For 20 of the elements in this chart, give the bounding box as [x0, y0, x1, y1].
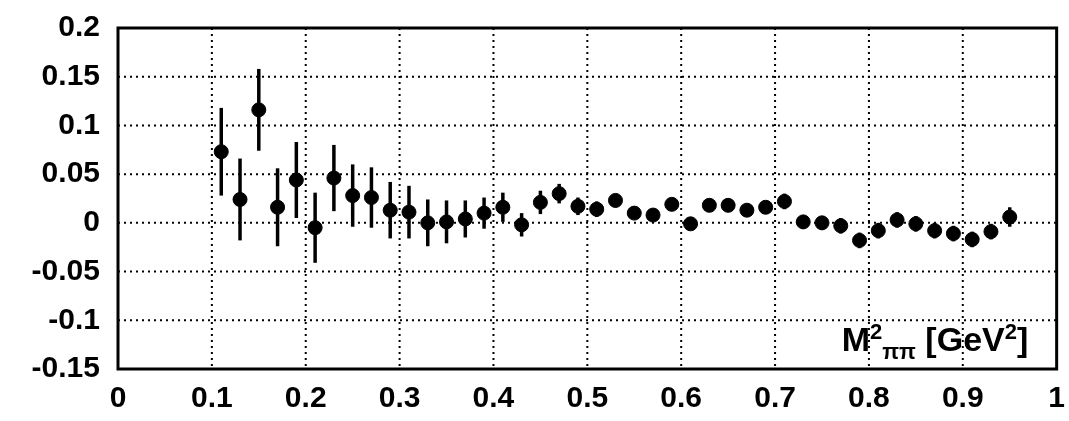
x-tick-label: 0.1 — [191, 380, 233, 414]
y-tick-label: 0 — [83, 204, 100, 238]
x-tick-label: 0.5 — [566, 380, 609, 414]
y-tick-label: 0.2 — [58, 9, 100, 43]
y-tick-label: 0.1 — [58, 106, 100, 140]
x-tick-label: 0.4 — [472, 380, 515, 414]
x-tick-label: 0.7 — [754, 380, 796, 414]
x-tick-label: 0.8 — [848, 380, 890, 414]
x-axis-title: M$^{2}$$_{ππ}$ [GeV$^{2}$] — [841, 319, 1029, 366]
x-tick-label: 0.3 — [378, 380, 421, 414]
y-tick-label: 0.15 — [41, 57, 100, 91]
x-tick-label: 0 — [109, 380, 127, 414]
y-tick-label: -0.15 — [31, 350, 100, 384]
x-tick-label: 0.6 — [660, 380, 703, 414]
x-tick-label: 0.9 — [941, 380, 984, 414]
x-tick-label: 1 — [1048, 380, 1065, 414]
y-tick-label: -0.1 — [48, 301, 100, 335]
y-tick-label: 0.05 — [41, 155, 100, 189]
x-tick-label: 0.2 — [284, 380, 327, 414]
y-tick-label: -0.05 — [31, 252, 100, 286]
